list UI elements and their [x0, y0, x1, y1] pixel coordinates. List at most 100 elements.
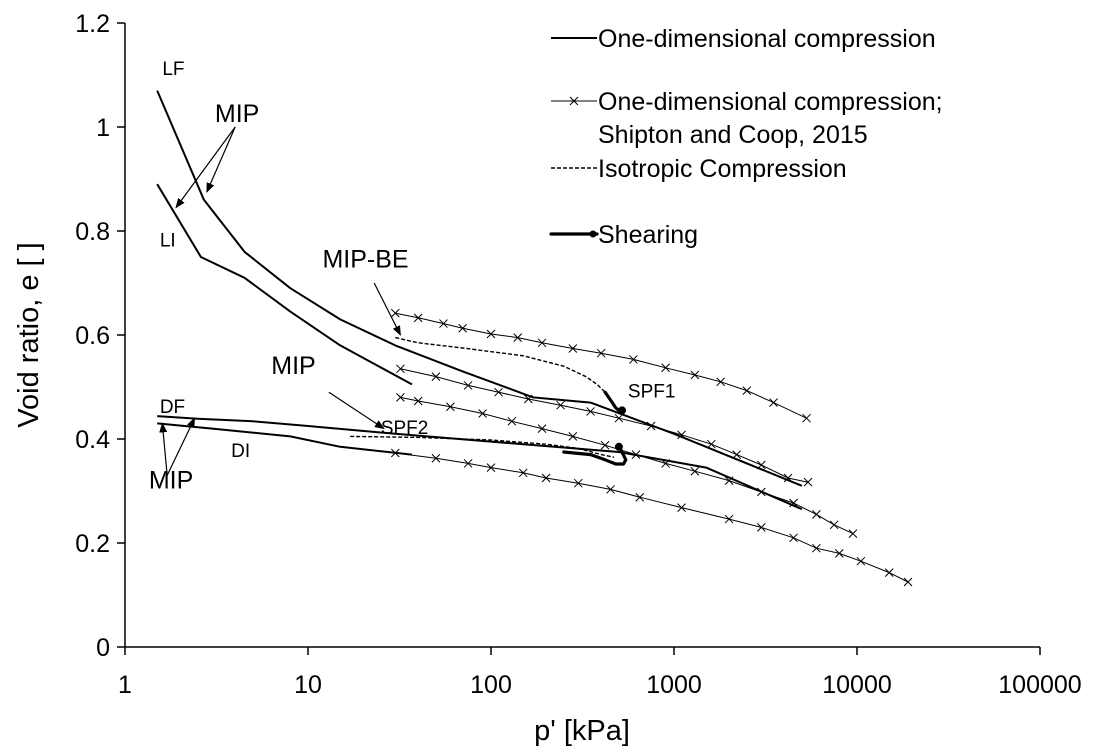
series-1-solid: [156, 183, 413, 386]
data-point-marker: [486, 329, 496, 339]
series-line: [157, 415, 803, 511]
data-point-marker: [707, 439, 716, 449]
data-point-marker: [537, 424, 547, 433]
series-2-solid: [157, 415, 803, 511]
annotation-label: MIP: [215, 100, 259, 128]
annotation-label: MIP-BE: [322, 245, 408, 273]
data-point-marker: [463, 459, 473, 468]
y-tick-label: 0.2: [75, 530, 110, 558]
data-point-marker: [629, 355, 638, 364]
annotation-label: SPF1: [628, 381, 676, 402]
y-tick-label: 0.4: [75, 426, 110, 454]
y-tick-label: 1.2: [75, 10, 110, 38]
data-point-marker: [716, 377, 726, 387]
data-point-marker: [537, 338, 547, 348]
shear-end-marker: [618, 406, 627, 415]
legend-label: One-dimensional compression;: [598, 88, 943, 116]
series-11-shear: [562, 442, 628, 466]
data-point-marker: [396, 393, 405, 402]
data-point-marker: [724, 514, 734, 524]
series-0-solid: [156, 90, 803, 487]
annotation-arrow: [328, 391, 385, 430]
legend-marker: [569, 96, 579, 106]
data-point-marker: [486, 463, 496, 472]
data-point-marker: [431, 372, 441, 381]
data-point-marker: [829, 520, 839, 530]
data-point-marker: [783, 473, 793, 483]
data-point-marker: [802, 413, 811, 423]
x-tick-label: 10000: [822, 671, 892, 699]
shear-end-marker: [614, 442, 623, 451]
series-6-cross: [396, 393, 858, 538]
annotation-label: MIP: [271, 352, 315, 380]
x-tick-label: 100: [470, 671, 512, 699]
data-point-marker: [463, 381, 473, 390]
legend-label: Shearing: [598, 221, 698, 249]
data-point-marker: [789, 533, 798, 543]
data-point-marker: [756, 460, 766, 470]
data-point-marker: [596, 348, 606, 358]
annotation-label: DI: [231, 441, 250, 462]
data-point-marker: [742, 386, 752, 395]
x-axis-ticks: 1 10 100 1000 10000 100000: [118, 647, 1082, 699]
annotation-label: LF: [162, 59, 184, 80]
data-point-marker: [614, 413, 624, 423]
data-point-marker: [677, 503, 686, 512]
series-3-solid: [157, 422, 413, 456]
y-tick-label: 0.6: [75, 322, 110, 350]
x-tick-label: 1: [118, 671, 132, 699]
y-axis-title: Void ratio, e [ ]: [13, 242, 45, 427]
data-point-marker: [568, 432, 578, 441]
legend-label: Isotropic Compression: [598, 155, 847, 183]
data-point-marker: [390, 448, 400, 458]
data-point-marker: [524, 394, 533, 404]
annotation-arrow: [175, 126, 236, 209]
data-point-marker: [769, 398, 778, 407]
annotation-label: SPF2: [381, 418, 429, 439]
series-5-cross: [396, 364, 813, 487]
legend-label: One-dimensional compression: [598, 25, 936, 53]
data-point-marker: [677, 430, 686, 440]
legend-item: Shearing: [549, 221, 698, 249]
data-point-marker: [390, 308, 400, 318]
data-point-marker: [431, 453, 441, 463]
data-point-marker: [439, 319, 448, 328]
data-point-marker: [812, 543, 821, 553]
data-point-marker: [556, 400, 565, 410]
series-line: [156, 183, 413, 386]
data-point-marker: [884, 568, 894, 577]
data-point-marker: [586, 407, 595, 416]
series-line: [400, 368, 809, 483]
data-point-marker: [600, 440, 610, 450]
y-tick-label: 0.8: [75, 218, 110, 246]
annotation-label: DF: [160, 397, 185, 418]
data-point-marker: [848, 529, 858, 538]
annotation-layer: LF LI DF DI SPF1 SPF2 MIP MIP-BE MIP MIP: [149, 59, 676, 494]
data-point-marker: [812, 510, 821, 519]
data-point-marker: [413, 396, 423, 406]
data-point-marker: [732, 450, 742, 459]
series-8-dashed: [395, 336, 606, 393]
data-point-marker: [661, 459, 670, 468]
data-point-marker: [856, 556, 866, 566]
y-axis-ticks: 0 0.2 0.4 0.6 0.8 1 1.2: [75, 10, 125, 662]
data-point-marker: [606, 485, 615, 494]
data-point-marker: [661, 363, 670, 373]
legend-item: One-dimensional compression; Shipton and …: [551, 88, 943, 149]
x-tick-label: 10: [294, 671, 322, 699]
series-line: [395, 336, 606, 393]
data-point-marker: [494, 387, 503, 397]
x-axis-title: p' [kPa]: [534, 715, 630, 747]
annotation-label: LI: [160, 231, 176, 252]
series-layer: [156, 90, 913, 587]
series-10-shear: [603, 390, 627, 415]
series-4-cross: [390, 308, 811, 423]
series-line: [350, 435, 615, 458]
series-line: [157, 422, 413, 456]
series-7-cross: [390, 448, 913, 587]
data-point-marker: [756, 523, 766, 532]
data-point-marker: [690, 466, 700, 476]
data-point-marker: [513, 333, 523, 342]
legend-item: One-dimensional compression: [551, 25, 936, 53]
series-line: [562, 445, 628, 466]
